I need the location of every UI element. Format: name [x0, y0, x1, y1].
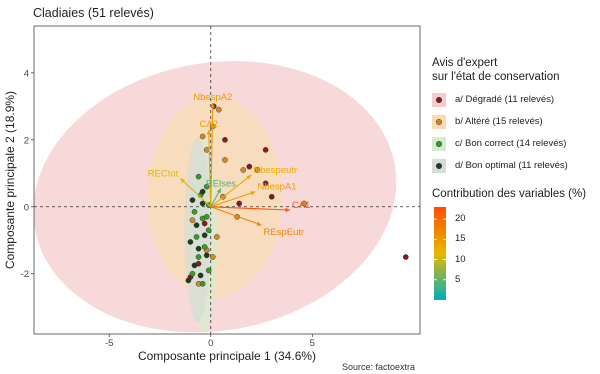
point-26 — [189, 217, 196, 223]
y-tick-label: 4 — [24, 68, 29, 79]
variable-label-NbespA1: NbespA1 — [257, 182, 296, 193]
variable-label-RElses: RElses — [206, 178, 236, 189]
x-tick-label: -5 — [105, 338, 113, 349]
y-tick-label: 2 — [24, 135, 29, 146]
point-5 — [262, 180, 269, 187]
colorbar-tick-label: 20 — [455, 213, 466, 225]
variable-label-RECtot: RECtot — [148, 168, 179, 179]
arrowhead-RECtot — [180, 178, 186, 183]
point-35 — [201, 244, 208, 250]
y-axis-label: Composante principale 2 (18.9%) — [3, 91, 17, 269]
arrowhead-NbespA2 — [210, 103, 215, 108]
contrib-colorbar — [434, 207, 446, 300]
y-tick-label: 0 — [24, 202, 29, 213]
point-8 — [201, 220, 208, 227]
concentration-ellipses — [34, 61, 397, 333]
point-34 — [193, 234, 200, 240]
point-28 — [203, 183, 210, 190]
point-17 — [240, 167, 247, 173]
point-6 — [268, 193, 275, 200]
arrow-REspEutr — [210, 206, 262, 226]
point-41 — [189, 197, 196, 203]
group-legend-title-line1: Avis d'expert — [432, 57, 498, 69]
point-13 — [199, 133, 206, 140]
x-tick-label: 0 — [208, 338, 213, 349]
reference-lines — [34, 26, 420, 334]
point-7 — [236, 200, 242, 207]
arrowhead-Nbespeutr — [246, 174, 252, 180]
point-22 — [214, 234, 220, 240]
variable-arrows: NbespA2 CA2 Nbespeutr NbespA1 RECtot REspEutr… — [148, 92, 311, 238]
point-39 — [189, 270, 196, 277]
point-24 — [209, 254, 216, 260]
group-legend-title: Avis d'expert sur l'état de conservation — [432, 56, 560, 84]
point-4 — [262, 147, 269, 153]
axes: -5 0 5 -2 0 2 4 Composante principale 1 (34.6%)… — [3, 25, 421, 363]
point-49 — [197, 272, 204, 279]
arrowhead-REspEutr — [256, 221, 262, 226]
point-14 — [203, 147, 210, 153]
observation-points — [185, 103, 409, 287]
chart-title: Cladiaies (51 relevés) — [33, 6, 154, 20]
point-38 — [199, 280, 206, 287]
arrow-CA2 — [208, 129, 212, 207]
legend-key-dot-3 — [436, 140, 443, 147]
legend-graphics — [432, 93, 446, 300]
source-note: Source: factoextra — [342, 362, 416, 372]
point-40 — [203, 214, 210, 220]
point-43 — [193, 222, 200, 228]
variable-label-Nbespeutr: Nbespeutr — [253, 165, 297, 176]
arrow-NbespA2 — [210, 102, 214, 207]
arrow-CA1 — [210, 206, 291, 211]
point-2 — [222, 137, 228, 143]
point-11 — [402, 254, 409, 260]
point-47 — [203, 252, 210, 259]
point-15 — [216, 106, 222, 113]
arrow-Nbespeutr — [210, 174, 252, 208]
point-46 — [195, 245, 202, 252]
plot-border — [33, 25, 421, 335]
arrow-RECtot — [179, 177, 212, 208]
point-18 — [254, 167, 261, 173]
legend-item-2: b/ Altéré (15 relevés) — [455, 116, 543, 127]
point-16 — [222, 157, 228, 163]
arrowhead-NbespA1 — [250, 191, 256, 196]
point-44 — [201, 232, 208, 239]
variable-label-CA1: CA1 — [292, 200, 310, 211]
point-31 — [191, 209, 198, 215]
colorbar-tick-label: 10 — [455, 253, 466, 265]
variable-label-NbespA2: NbespA2 — [193, 92, 232, 103]
arrow-NbespA1 — [210, 191, 256, 208]
group-legend-title-line2: sur l'état de conservation — [432, 71, 560, 83]
variable-label-REspEutr: REspEutr — [264, 227, 305, 238]
point-37 — [205, 267, 212, 274]
legend-item-4: d/ Bon optimal (11 relevés) — [455, 160, 568, 171]
legend-item-3: c/ Bon correct (14 relevés) — [455, 138, 567, 149]
variable-label-CA2: CA2 — [199, 119, 217, 130]
point-33 — [205, 227, 212, 234]
point-20 — [301, 200, 308, 207]
x-tick-label: 5 — [310, 338, 315, 349]
arrowhead-RElses — [216, 188, 221, 194]
y-tick-label: -2 — [21, 269, 29, 280]
contrib-legend-title: Contribution des variables (%) — [432, 188, 587, 200]
point-48 — [191, 262, 198, 269]
legend-key-dot-2 — [436, 118, 443, 125]
x-axis-label: Composante principale 1 (34.6%) — [138, 349, 316, 363]
point-45 — [187, 239, 194, 245]
point-51 — [199, 200, 206, 207]
point-3 — [246, 163, 253, 170]
point-27 — [195, 173, 202, 180]
legend-key-dot-1 — [436, 96, 443, 103]
legend-key-dot-4 — [436, 162, 443, 169]
arrowhead-CA2 — [206, 129, 212, 135]
point-50 — [185, 277, 192, 284]
colorbar-tick-label: 15 — [455, 233, 466, 245]
point-42 — [199, 188, 206, 195]
arrowhead-CA1 — [285, 207, 290, 213]
legend-item-1: a/ Dégradé (11 relevés) — [455, 94, 555, 105]
point-36 — [195, 254, 202, 260]
colorbar-tick-label: 5 — [455, 273, 461, 285]
